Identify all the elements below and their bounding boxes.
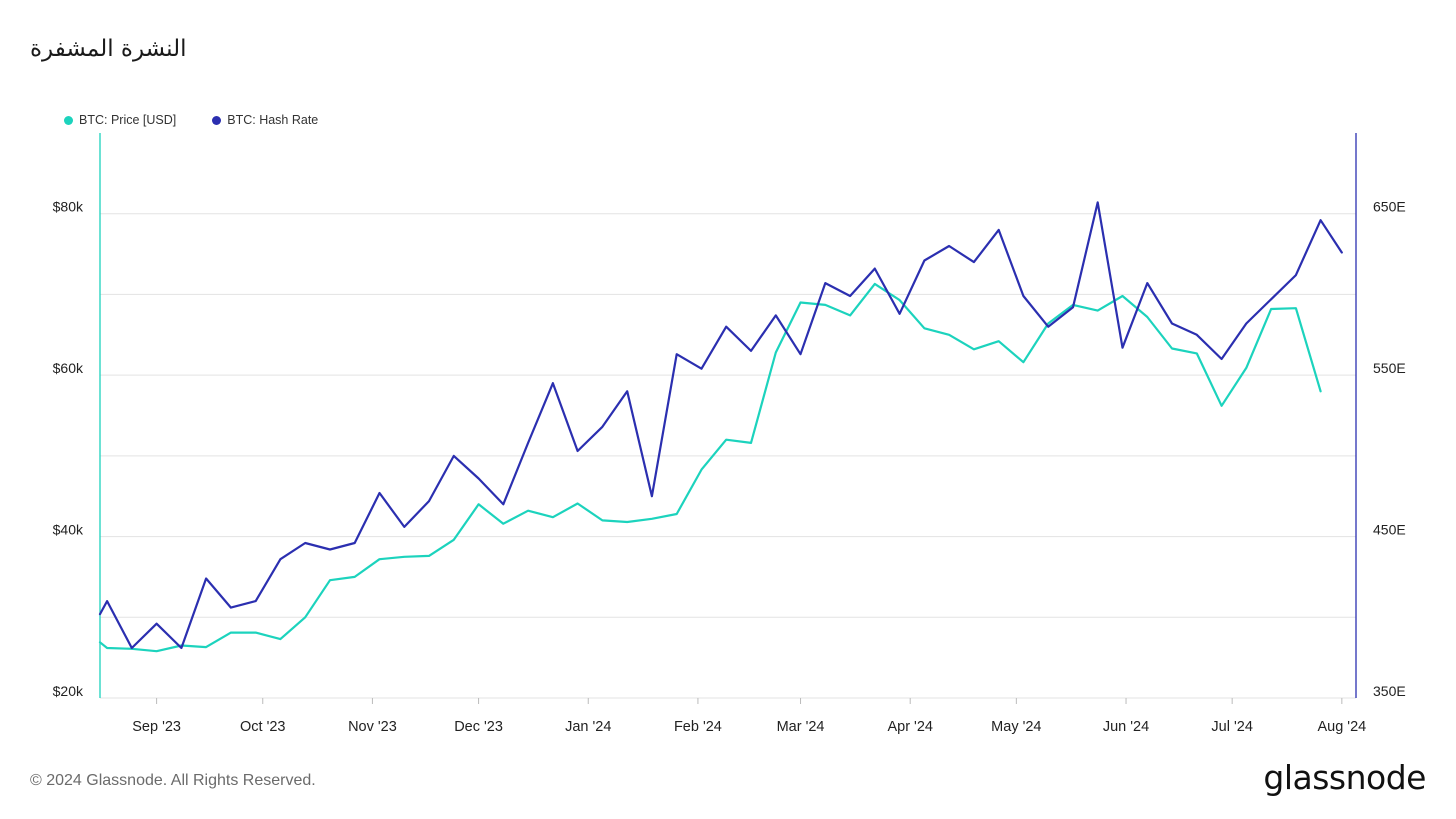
x-tick-label: Dec '23: [454, 719, 503, 735]
legend-item-price[interactable]: BTC: Price [USD]: [64, 113, 176, 127]
copyright-footer: © 2024 Glassnode. All Rights Reserved.: [30, 772, 316, 789]
series-line-price: [98, 282, 1322, 653]
x-tick-label: Oct '23: [240, 719, 285, 735]
x-tick-label: Jul '24: [1211, 719, 1252, 735]
x-tick-label: Nov '23: [348, 719, 397, 735]
legend-dot-price-icon: [64, 115, 73, 125]
y-left-tick-label: $80k: [53, 199, 84, 215]
x-tick-label: Jan '24: [565, 719, 611, 735]
y-right-tick-label: 650E: [1373, 199, 1406, 215]
x-tick-label: Feb '24: [674, 719, 722, 735]
x-tick-label: May '24: [991, 719, 1041, 735]
glassnode-logo: glassnode: [1263, 758, 1426, 797]
y-right-tick-label: 450E: [1373, 522, 1406, 538]
y-right-tick-label: 350E: [1373, 683, 1406, 699]
legend-label-hash-rate: BTC: Hash Rate: [227, 113, 319, 127]
x-tick-label: Apr '24: [887, 719, 933, 735]
chart-title: النشرة المشفرة: [30, 36, 187, 62]
legend-dot-hash-rate-icon: [212, 115, 222, 125]
y-right-tick-label: 550E: [1373, 360, 1406, 376]
y-left-tick-label: $40k: [53, 522, 84, 538]
chart-legend: BTC: Price [USD] BTC: Hash Rate: [64, 113, 318, 127]
legend-item-hash-rate[interactable]: BTC: Hash Rate: [212, 113, 318, 127]
y-left-tick-label: $60k: [53, 360, 84, 376]
series-line-hash-rate: [98, 201, 1343, 650]
legend-label-price: BTC: Price [USD]: [79, 113, 177, 127]
x-tick-label: Mar '24: [777, 719, 825, 735]
x-tick-label: Sep '23: [132, 719, 181, 735]
y-left-tick-label: $20k: [53, 683, 84, 699]
x-tick-label: Jun '24: [1103, 719, 1149, 735]
x-tick-label: Aug '24: [1317, 719, 1366, 735]
